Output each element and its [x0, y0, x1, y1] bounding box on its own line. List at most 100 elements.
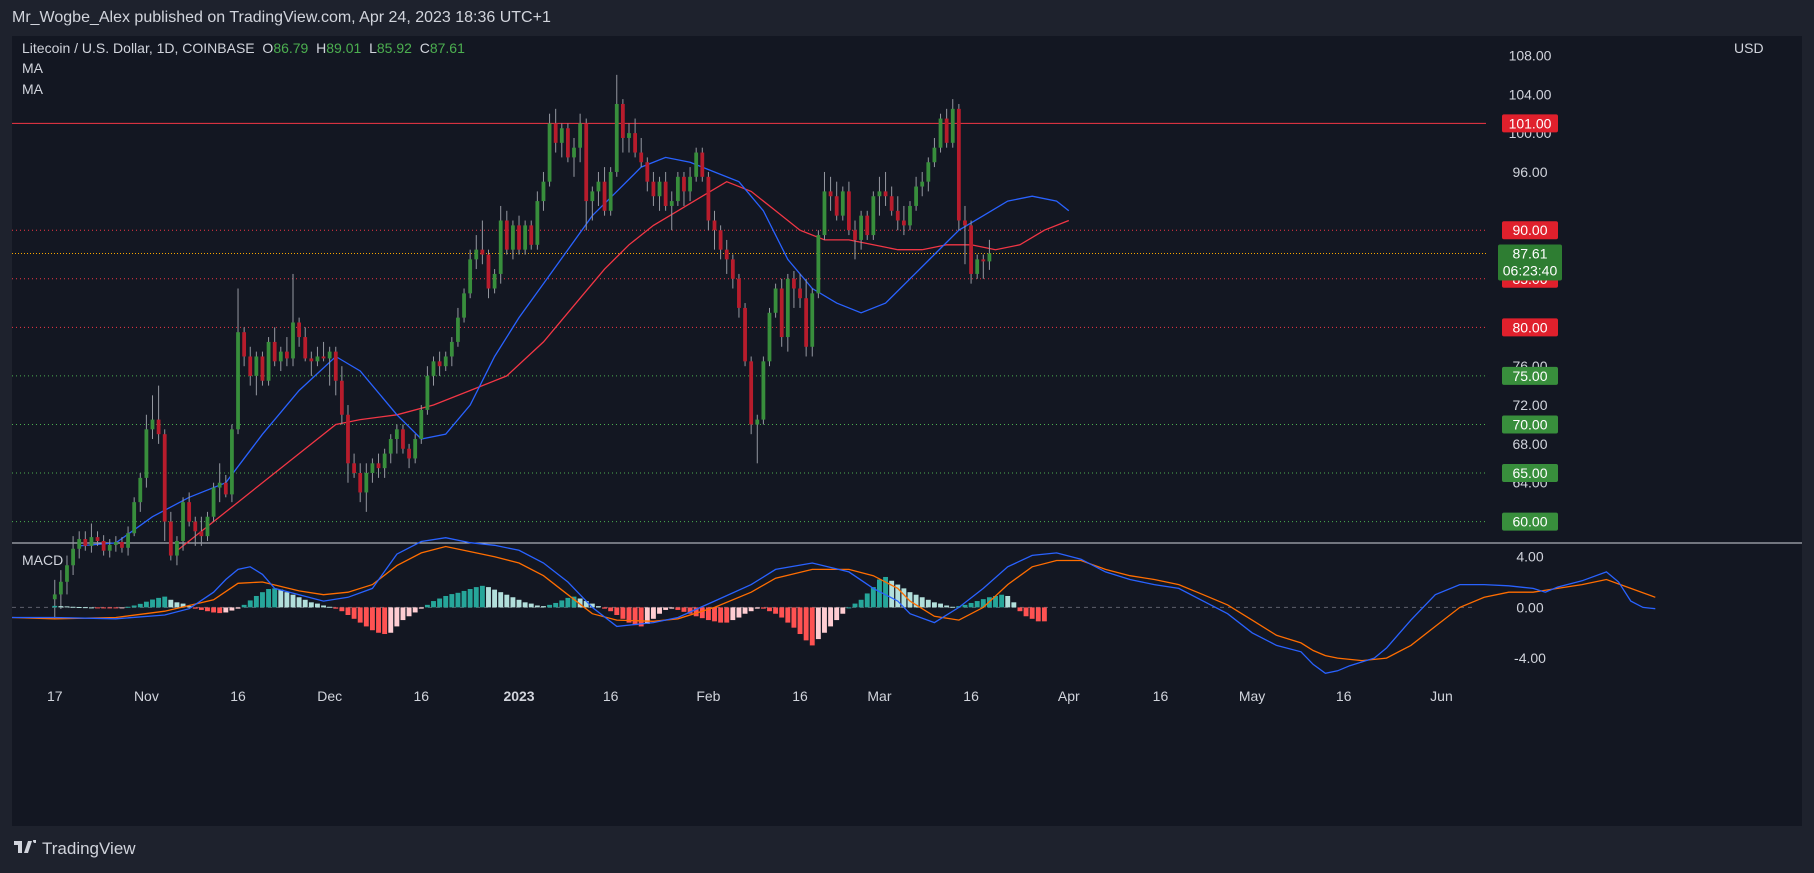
time-tick-label: 16: [792, 688, 808, 704]
level-price-tag[interactable]: [1502, 221, 1558, 240]
candle-body: [480, 249, 485, 255]
candle: [364, 463, 369, 512]
candle: [840, 186, 845, 221]
candle: [614, 74, 619, 177]
macd-histogram-bar: [290, 594, 296, 608]
level-price-tag[interactable]: [1502, 464, 1558, 483]
ma-slow-legend[interactable]: MA: [22, 81, 43, 97]
candle-body: [798, 288, 802, 299]
macd-histogram-bar: [938, 603, 943, 608]
candle: [517, 215, 521, 255]
macd-histogram-bar: [351, 607, 357, 619]
candle: [199, 516, 204, 546]
candle-body: [278, 351, 283, 362]
candle-body: [223, 482, 228, 495]
tradingview-brand[interactable]: TradingView: [14, 839, 136, 859]
candle-body: [608, 171, 613, 211]
candle-body: [175, 541, 179, 556]
candle: [822, 171, 827, 240]
candle: [144, 414, 149, 488]
chart-svg[interactable]: 64.0068.0072.0076.0096.00100.00104.00108…: [11, 36, 1802, 826]
candle: [730, 254, 735, 289]
candle: [370, 458, 375, 483]
macd-histogram-bar: [657, 607, 662, 614]
time-tick-label: Nov: [134, 688, 159, 704]
macd-histogram-bar: [247, 600, 253, 608]
candle-body: [211, 487, 216, 517]
pane-gap: [12, 544, 1802, 547]
level-price-tag[interactable]: [1502, 114, 1558, 133]
candle: [376, 453, 381, 478]
candle: [956, 103, 961, 231]
macd-histogram-bar: [754, 607, 760, 609]
macd-histogram-bar: [864, 593, 870, 608]
candle: [52, 579, 57, 619]
macd-histogram-bar: [565, 597, 571, 608]
candle: [187, 492, 192, 527]
candle-body: [908, 205, 912, 226]
macd-histogram-bar: [113, 607, 119, 609]
price-labels: 101.0090.0085.0080.0075.0070.0065.0060.0…: [1498, 114, 1562, 531]
level-price-tag[interactable]: [1502, 415, 1558, 434]
macd-histogram-bar: [730, 607, 736, 621]
candle-body: [682, 176, 686, 192]
candle-body: [828, 191, 833, 197]
candle: [211, 482, 216, 522]
candle: [58, 570, 63, 609]
chart-panel[interactable]: 64.00 68.00 72.00 76.00 96.00 100.00 104.00 108…: [11, 36, 1802, 826]
candle-body: [187, 502, 192, 522]
macd-pane: [11, 537, 1656, 674]
candle-body: [462, 293, 466, 318]
candle: [853, 220, 857, 260]
macd-histogram-bar: [834, 607, 840, 621]
candle-body: [449, 341, 454, 357]
candle: [645, 157, 650, 192]
candle-body: [431, 361, 436, 376]
macd-histogram-bar: [82, 607, 88, 609]
candle-body: [248, 356, 253, 376]
candle: [388, 434, 393, 464]
macd-histogram-bar: [809, 607, 815, 646]
macd-histogram-bar: [461, 590, 467, 608]
candle: [486, 249, 491, 299]
candle-body: [58, 581, 63, 595]
candle: [260, 351, 265, 386]
candle: [242, 327, 247, 367]
macd-histogram-bar: [357, 607, 363, 623]
ma-fast-legend[interactable]: MA: [22, 60, 43, 76]
macd-histogram-bar: [931, 602, 937, 608]
macd-histogram-bar: [107, 607, 113, 609]
macd-histogram-bar: [229, 607, 235, 611]
candle-body: [602, 181, 607, 211]
candle: [889, 186, 894, 216]
level-price-tag[interactable]: [1502, 318, 1558, 337]
macd-histogram-bar: [137, 603, 143, 608]
candle: [382, 448, 387, 478]
horizontal-levels[interactable]: [12, 122, 1486, 523]
macd-histogram-bar: [541, 606, 546, 608]
candle: [413, 434, 418, 464]
candle-body: [743, 307, 747, 362]
macd-legend[interactable]: MACD: [22, 552, 64, 568]
candle-body: [737, 278, 741, 308]
candle: [547, 113, 552, 187]
macd-histogram-bar: [974, 601, 980, 608]
macd-histogram-bar: [803, 607, 809, 641]
candle: [810, 288, 815, 357]
candle: [541, 171, 546, 211]
macd-histogram-bar: [168, 599, 174, 608]
candle-body: [901, 220, 906, 226]
macd-histogram-bar: [767, 607, 772, 612]
candle-body: [65, 565, 69, 582]
candle-body: [553, 123, 558, 143]
macd-histogram-bar: [406, 607, 412, 617]
macd-histogram-bar: [583, 601, 589, 608]
macd-histogram-bar: [174, 602, 180, 608]
open-value: 86.79: [273, 40, 309, 56]
macd-histogram-bar: [278, 589, 284, 608]
level-price-tag[interactable]: [1502, 366, 1558, 385]
candle: [407, 443, 411, 469]
level-price-tag[interactable]: [1502, 512, 1558, 531]
candle-body: [547, 123, 552, 182]
macd-histogram-bar: [76, 607, 82, 609]
